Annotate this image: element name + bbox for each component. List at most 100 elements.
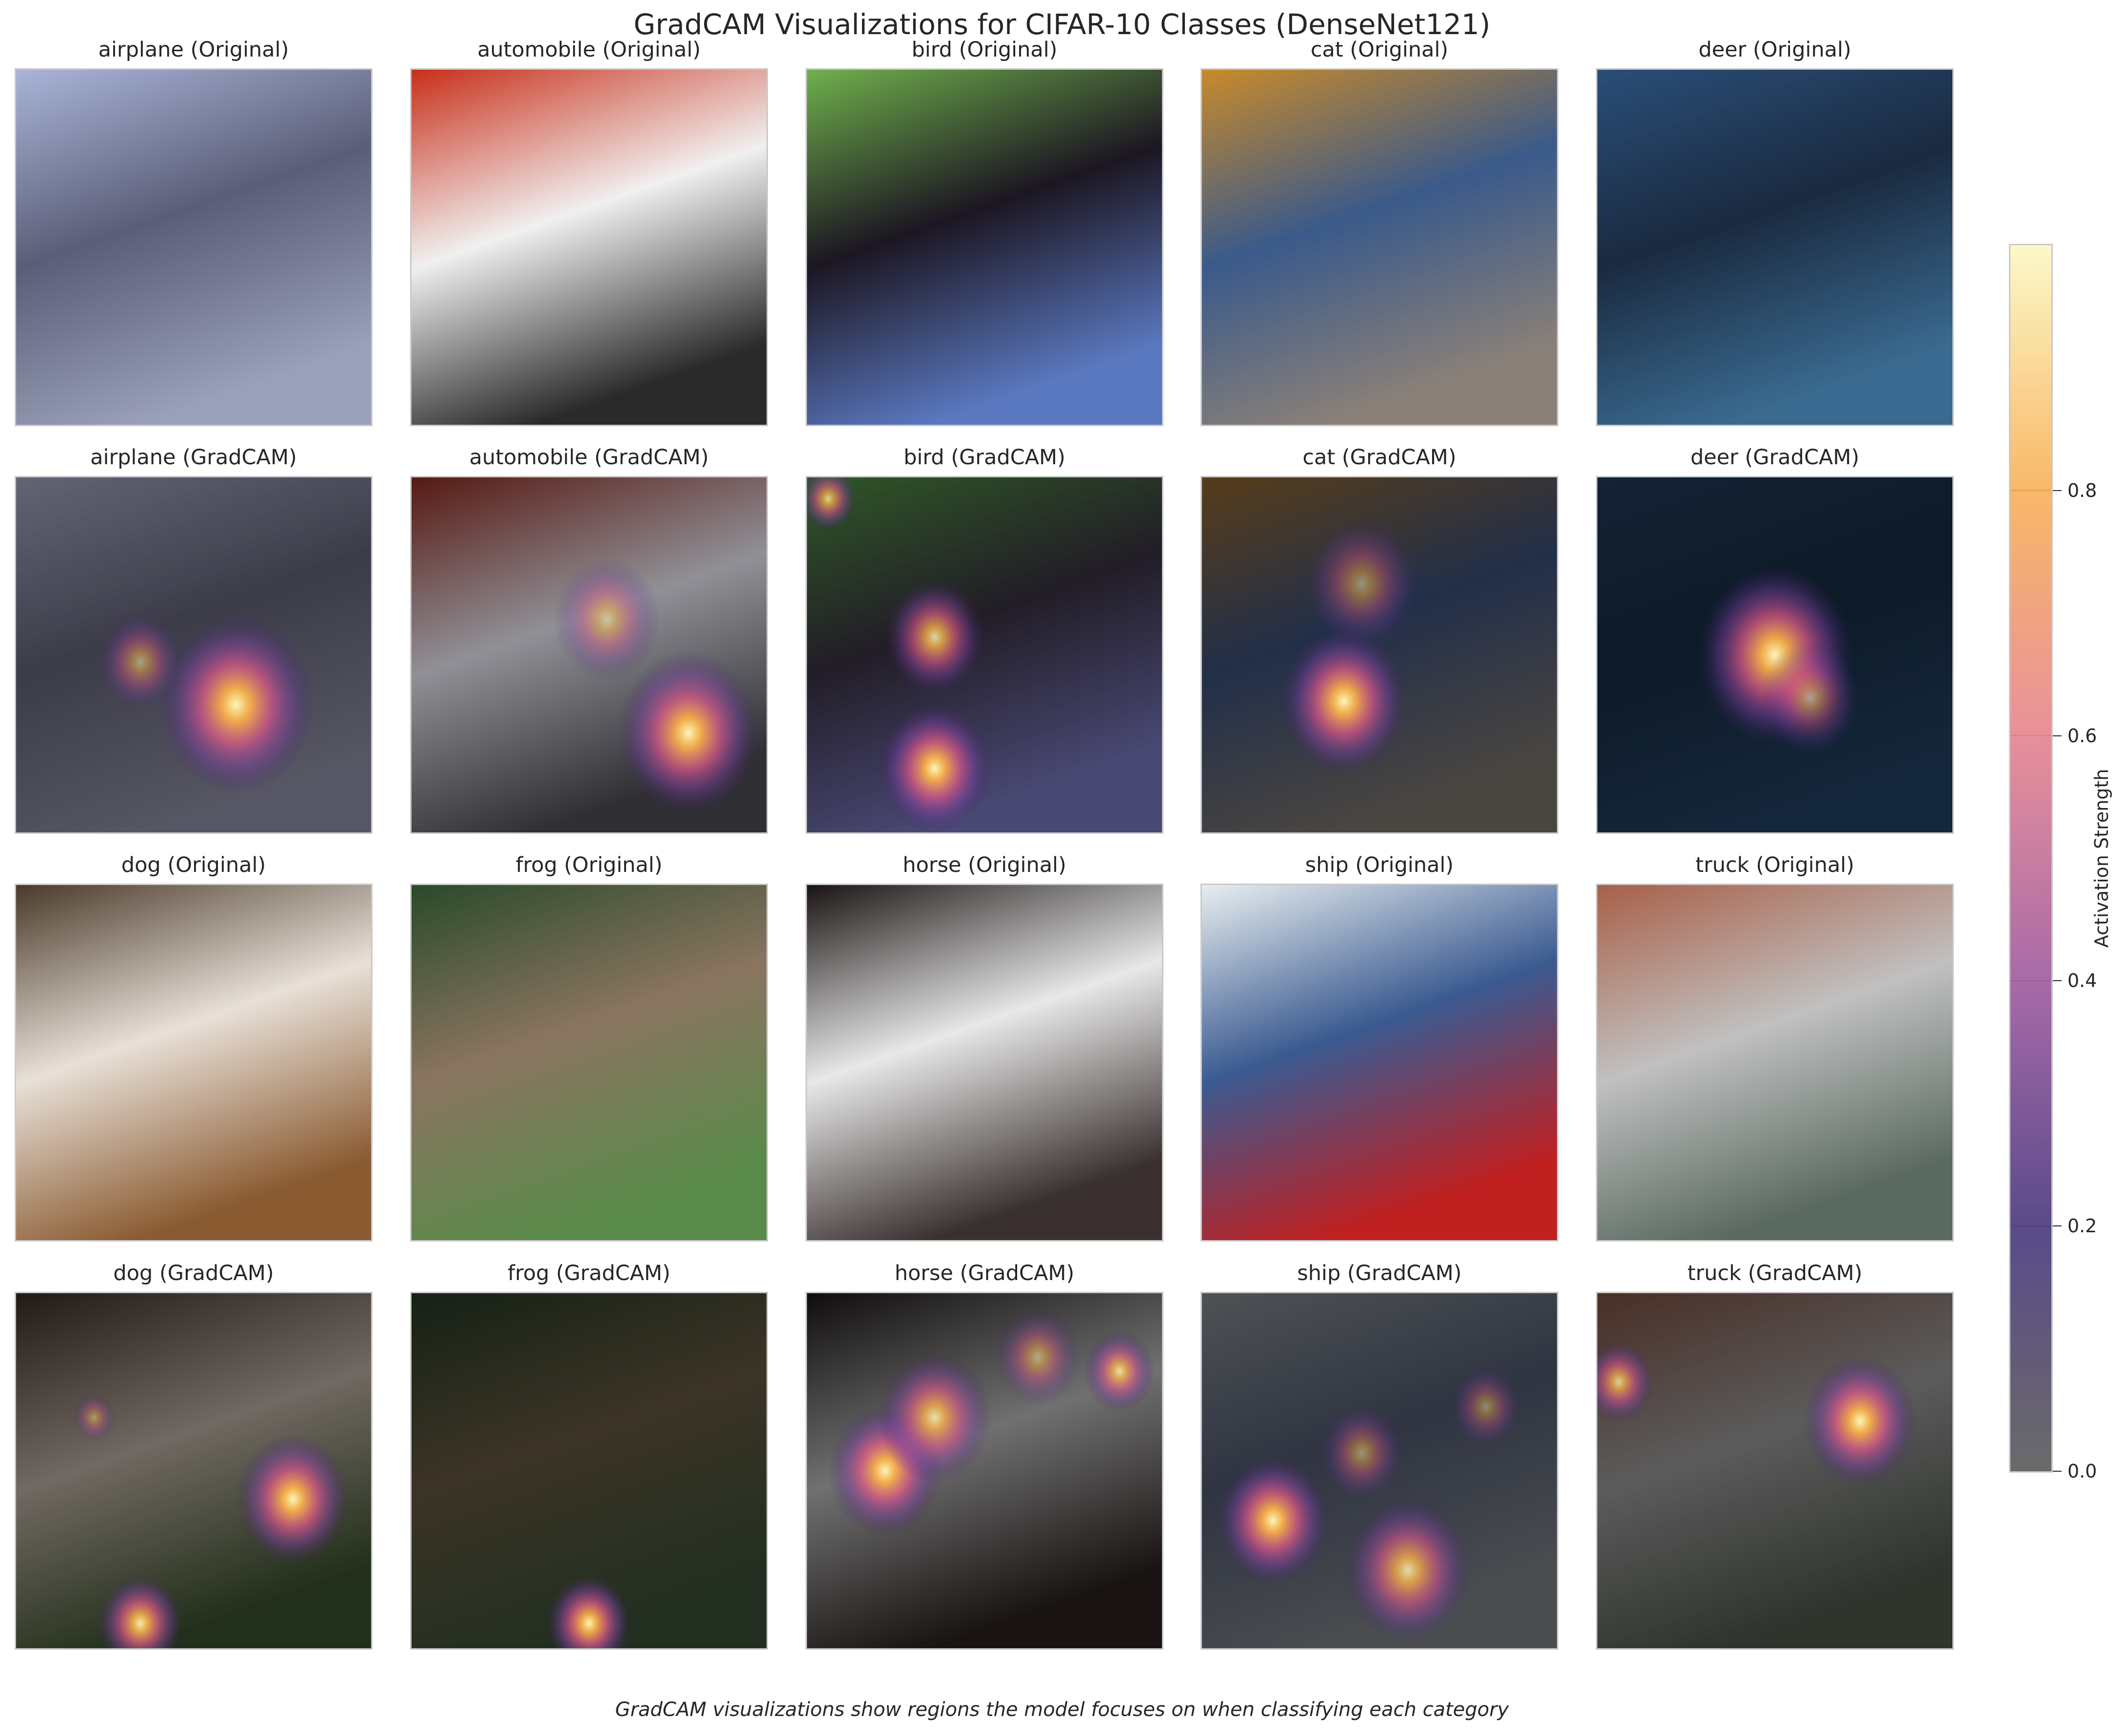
image-background bbox=[1597, 70, 1952, 425]
panel-title-bird-original: bird (Original) bbox=[911, 38, 1058, 62]
activation-hotspot bbox=[878, 1352, 992, 1483]
activation-hotspot bbox=[1344, 1497, 1472, 1644]
colorbar-tick-mark bbox=[2053, 1225, 2062, 1227]
panel-deer-original bbox=[1596, 68, 1954, 426]
panel-title-automobile-gradcam: automobile (GradCAM) bbox=[469, 445, 709, 470]
panel-dog-gradcam bbox=[15, 1292, 373, 1650]
activation-hotspot bbox=[1083, 1330, 1155, 1412]
activation-hotspot bbox=[98, 1574, 183, 1648]
panel-title-ship-original: ship (Original) bbox=[1305, 853, 1454, 877]
colorbar-tick-mark bbox=[2053, 490, 2062, 491]
activation-hotspot bbox=[995, 1308, 1081, 1406]
colorbar-tick-label: 0.2 bbox=[2067, 1215, 2097, 1237]
image-deer-gradcam bbox=[1597, 477, 1952, 832]
image-truck-gradcam bbox=[1597, 1293, 1952, 1648]
colorbar-tick-label: 0.6 bbox=[2067, 725, 2097, 747]
activation-hotspot bbox=[885, 580, 984, 694]
panel-frog-gradcam bbox=[410, 1292, 768, 1650]
panel-ship-gradcam bbox=[1200, 1292, 1558, 1650]
activation-hotspot bbox=[1803, 1356, 1917, 1487]
panel-title-airplane-gradcam: airplane (GradCAM) bbox=[90, 445, 297, 470]
figure-caption: GradCAM visualizations show regions the … bbox=[615, 1698, 1509, 1721]
activation-hotspot bbox=[236, 1434, 350, 1565]
panel-truck-original bbox=[1596, 884, 1954, 1242]
colorbar-label: Activation Strength bbox=[2091, 769, 2112, 948]
panel-ship-original bbox=[1200, 884, 1558, 1242]
panel-title-airplane-original: airplane (Original) bbox=[98, 38, 289, 62]
overlay-dim bbox=[1597, 1293, 1952, 1648]
image-dog-original bbox=[16, 885, 371, 1240]
panel-airplane-gradcam bbox=[15, 476, 373, 834]
panel-bird-original bbox=[806, 68, 1163, 426]
image-bird-original bbox=[807, 70, 1162, 425]
colorbar-tick-label: 0.8 bbox=[2067, 479, 2097, 501]
panel-title-horse-original: horse (Original) bbox=[903, 853, 1066, 877]
activation-hotspot bbox=[1760, 640, 1860, 755]
colorbar-tick-mark bbox=[2053, 1471, 2062, 1472]
panel-cat-original bbox=[1200, 68, 1558, 426]
activation-hotspot bbox=[553, 558, 660, 681]
activation-hotspot bbox=[73, 1393, 116, 1442]
panel-airplane-original bbox=[15, 68, 373, 426]
figure-title: GradCAM Visualizations for CIFAR-10 Clas… bbox=[633, 8, 1491, 41]
colorbar-tick-label: 0.4 bbox=[2067, 970, 2097, 992]
activation-hotspot bbox=[158, 614, 315, 795]
panel-horse-gradcam bbox=[806, 1292, 1163, 1650]
panel-title-deer-original: deer (Original) bbox=[1698, 38, 1851, 62]
image-background bbox=[412, 70, 767, 425]
image-automobile-original bbox=[412, 70, 767, 425]
panel-horse-original bbox=[806, 884, 1163, 1242]
panel-title-truck-original: truck (Original) bbox=[1695, 853, 1854, 877]
panel-title-truck-gradcam: truck (GradCAM) bbox=[1687, 1261, 1863, 1285]
panel-bird-gradcam bbox=[806, 476, 1163, 834]
panel-title-frog-original: frog (Original) bbox=[515, 853, 663, 877]
activation-hotspot bbox=[1597, 1341, 1654, 1423]
activation-hotspot bbox=[1450, 1366, 1522, 1448]
panel-title-cat-original: cat (Original) bbox=[1310, 38, 1449, 62]
image-horse-gradcam bbox=[807, 1293, 1162, 1648]
image-background bbox=[1202, 70, 1557, 425]
image-horse-original bbox=[807, 885, 1162, 1240]
activation-hotspot bbox=[1305, 518, 1419, 650]
panel-dog-original bbox=[15, 884, 373, 1242]
activation-hotspot bbox=[1319, 1404, 1404, 1502]
activation-hotspot bbox=[1216, 1455, 1330, 1586]
image-ship-original bbox=[1202, 885, 1557, 1240]
panel-frog-original bbox=[410, 884, 768, 1242]
activation-hotspot bbox=[878, 703, 992, 832]
activation-hotspot bbox=[807, 477, 857, 532]
image-cat-gradcam bbox=[1202, 477, 1557, 832]
image-truck-original bbox=[1597, 885, 1952, 1240]
panel-title-frog-gradcam: frog (GradCAM) bbox=[508, 1261, 670, 1285]
image-background bbox=[807, 885, 1162, 1240]
image-background bbox=[16, 885, 371, 1240]
image-background bbox=[1202, 885, 1557, 1240]
panel-cat-gradcam bbox=[1200, 476, 1558, 834]
image-frog-gradcam bbox=[412, 1293, 767, 1648]
colorbar-tick-label: 0.0 bbox=[2067, 1460, 2097, 1482]
panel-deer-gradcam bbox=[1596, 476, 1954, 834]
panel-title-cat-gradcam: cat (GradCAM) bbox=[1302, 445, 1456, 470]
image-ship-gradcam bbox=[1202, 1293, 1557, 1648]
image-cat-original bbox=[1202, 70, 1557, 425]
activation-hotspot bbox=[98, 613, 183, 711]
image-background bbox=[16, 70, 371, 425]
activation-hotspot bbox=[1280, 627, 1408, 775]
image-airplane-gradcam bbox=[16, 477, 371, 832]
panel-title-dog-gradcam: dog (GradCAM) bbox=[113, 1261, 274, 1285]
image-frog-original bbox=[412, 885, 767, 1240]
image-background bbox=[1597, 885, 1952, 1240]
colorbar-gradient bbox=[2010, 245, 2051, 1471]
colorbar bbox=[2009, 244, 2053, 1473]
image-automobile-gradcam bbox=[412, 477, 767, 832]
panel-automobile-gradcam bbox=[410, 476, 768, 834]
panel-title-bird-gradcam: bird (GradCAM) bbox=[904, 445, 1065, 470]
image-bird-gradcam bbox=[807, 477, 1162, 832]
colorbar-tick-mark bbox=[2053, 980, 2062, 982]
panel-title-ship-gradcam: ship (GradCAM) bbox=[1297, 1261, 1462, 1285]
colorbar-tick-mark bbox=[2053, 735, 2062, 736]
image-airplane-original bbox=[16, 70, 371, 425]
image-background bbox=[807, 70, 1162, 425]
image-deer-original bbox=[1597, 70, 1952, 425]
panel-title-deer-gradcam: deer (GradCAM) bbox=[1690, 445, 1860, 470]
